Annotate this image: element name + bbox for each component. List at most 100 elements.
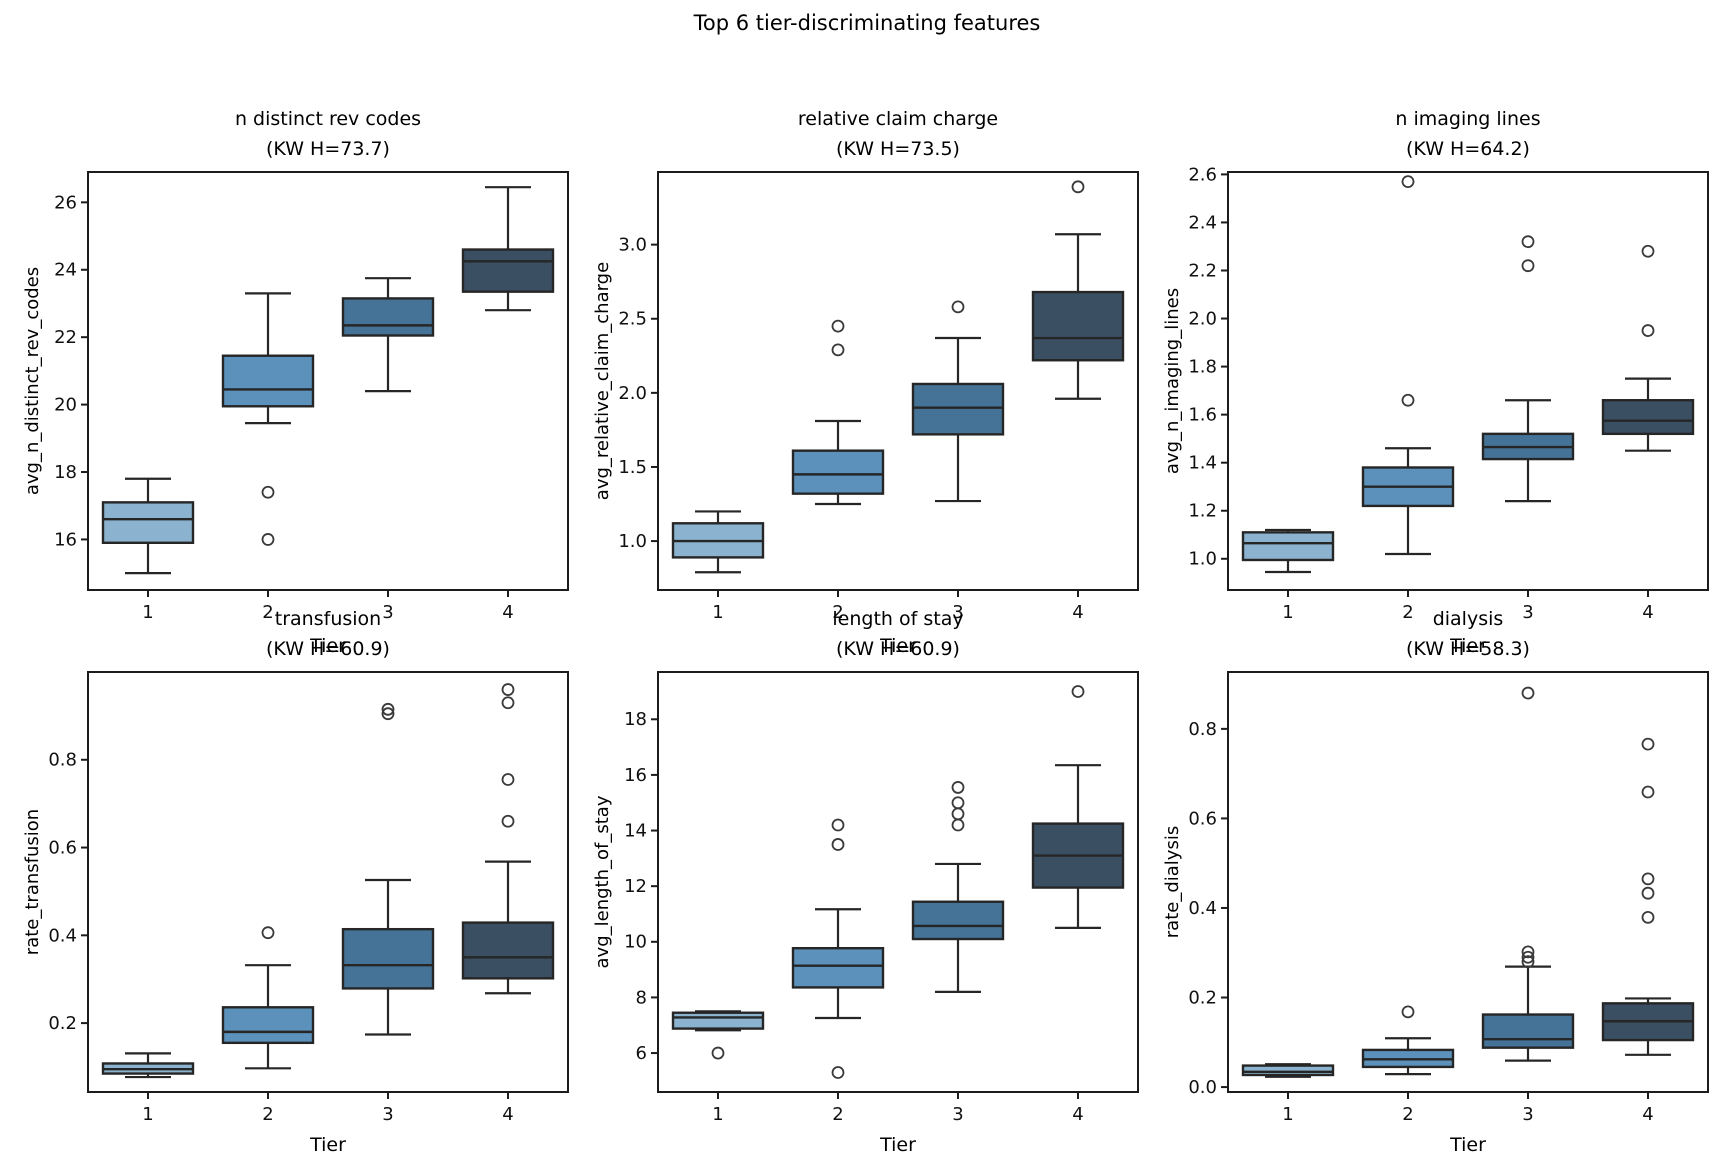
y-tick-label: 18 bbox=[624, 709, 647, 730]
subplot-title: n imaging lines (KW H=64.2) bbox=[1228, 104, 1708, 164]
x-tick-label: 3 bbox=[382, 602, 393, 623]
box-tier-4 bbox=[1601, 399, 1695, 436]
y-tick-label: 3.0 bbox=[618, 235, 647, 256]
x-tick-label: 1 bbox=[1282, 602, 1293, 623]
subplot-title-line1: transfusion bbox=[274, 608, 382, 630]
x-tick-label: 4 bbox=[1642, 602, 1653, 623]
x-tick-label: 3 bbox=[1522, 602, 1533, 623]
x-axis-label: Tier bbox=[310, 635, 346, 657]
y-tick-label: 16 bbox=[54, 529, 77, 550]
y-tick-label: 22 bbox=[54, 327, 77, 348]
flier-outlier bbox=[951, 796, 965, 810]
flier-outlier bbox=[1401, 1005, 1415, 1019]
axes-transfusion: 0.2 0.4 0.6 0.8 1 2 3 4 bbox=[48, 671, 569, 1125]
y-tick-label: 0.6 bbox=[48, 837, 77, 858]
subplot-title-kw: (KW H=60.9) bbox=[836, 638, 960, 660]
x-tick-label: 2 bbox=[1402, 602, 1413, 623]
subplot-title-line1: relative claim charge bbox=[797, 108, 999, 130]
axes-frame bbox=[1227, 171, 1709, 591]
subplot-title-kw: (KW H=73.7) bbox=[266, 138, 390, 160]
x-tick-label: 2 bbox=[262, 1104, 273, 1125]
flier-outlier bbox=[1641, 244, 1655, 258]
flier-outlier bbox=[381, 702, 395, 716]
flier-outlier bbox=[1641, 886, 1655, 900]
x-tick-label: 4 bbox=[1072, 602, 1083, 623]
y-tick-label: 0.2 bbox=[48, 1013, 77, 1034]
y-tick-label: 2.5 bbox=[618, 309, 647, 330]
y-tick-label: 6 bbox=[636, 1043, 647, 1064]
y-tick-label: 20 bbox=[54, 395, 77, 416]
y-tick-label: 1.2 bbox=[1188, 501, 1217, 522]
box-tier-3 bbox=[341, 297, 435, 337]
box-tier-2 bbox=[791, 946, 885, 989]
flier-outlier bbox=[1071, 180, 1085, 194]
flier-outlier bbox=[831, 343, 845, 357]
x-axis-label: Tier bbox=[880, 635, 916, 657]
flier-outlier bbox=[831, 818, 845, 832]
y-tick-label: 0.6 bbox=[1188, 808, 1217, 829]
flier-outlier bbox=[831, 838, 845, 851]
box-tier-3 bbox=[911, 382, 1005, 436]
subplot-title-kw: (KW H=64.2) bbox=[1406, 138, 1530, 160]
axes-frame bbox=[657, 171, 1139, 591]
flier-outlier bbox=[951, 781, 965, 794]
flier-outlier bbox=[1521, 259, 1535, 273]
axes-dialysis: 0.0 0.2 0.4 0.6 0.8 1 2 3 4 bbox=[1188, 671, 1709, 1125]
x-axis-label: Tier bbox=[880, 1134, 916, 1156]
subplot-title-line1: n imaging lines bbox=[1395, 108, 1541, 130]
flier-outlier bbox=[501, 773, 515, 786]
box-tier-1 bbox=[1241, 1064, 1335, 1077]
box-tier-3 bbox=[1481, 1013, 1575, 1049]
box-tier-1 bbox=[1241, 531, 1335, 562]
subplot-title: transfusion (KW H=60.9) bbox=[88, 604, 568, 664]
flier-outlier bbox=[1521, 235, 1535, 249]
x-tick-label: 4 bbox=[1072, 1104, 1083, 1125]
y-tick-label: 2.0 bbox=[618, 383, 647, 404]
x-tick-label: 2 bbox=[262, 602, 273, 623]
axes-n-imaging-lines: 1.0 1.2 1.4 1.6 1.8 2.0 2.2 2.4 2.6 1 2 3 4 bbox=[1188, 164, 1709, 623]
x-tick-label: 3 bbox=[382, 1104, 393, 1125]
flier-outlier bbox=[1521, 950, 1535, 964]
flier-outlier bbox=[501, 696, 515, 710]
y-tick-label: 18 bbox=[54, 462, 77, 483]
y-tick-label: 2.4 bbox=[1188, 212, 1217, 233]
x-tick-label: 4 bbox=[502, 1104, 513, 1125]
flier-outlier bbox=[261, 485, 275, 499]
x-tick-label: 2 bbox=[832, 1104, 843, 1125]
y-tick-label: 2.0 bbox=[1188, 308, 1217, 329]
x-tick-label: 2 bbox=[832, 602, 843, 623]
box-tier-1 bbox=[101, 501, 195, 545]
y-tick-label: 2.2 bbox=[1188, 260, 1217, 281]
subplot-title-kw: (KW H=73.5) bbox=[836, 138, 960, 160]
y-tick-label: 8 bbox=[636, 987, 647, 1008]
x-tick-label: 4 bbox=[1642, 1104, 1653, 1125]
flier-outlier bbox=[1641, 872, 1655, 886]
subplot-title: n distinct rev codes (KW H=73.7) bbox=[88, 104, 568, 164]
axes-relative-claim-charge: 1.0 1.5 2.0 2.5 3.0 1 2 3 4 bbox=[618, 171, 1139, 623]
flier-outlier bbox=[261, 533, 275, 546]
subplot-title: length of stay (KW H=60.9) bbox=[658, 604, 1138, 664]
flier-outlier bbox=[501, 814, 515, 828]
y-tick-label: 24 bbox=[54, 260, 77, 281]
figure-title: Top 6 tier-discriminating features bbox=[693, 11, 1041, 35]
y-tick-label: 2.6 bbox=[1188, 164, 1217, 185]
y-tick-label: 26 bbox=[54, 192, 77, 213]
y-tick-label: 0.8 bbox=[48, 750, 77, 771]
flier-outlier bbox=[1071, 685, 1085, 698]
y-tick-label: 1.4 bbox=[1188, 453, 1217, 474]
x-axis-label: Tier bbox=[1450, 1134, 1486, 1156]
flier-outlier bbox=[951, 300, 965, 314]
flier-outlier bbox=[1641, 910, 1655, 924]
flier-outlier bbox=[381, 707, 395, 721]
axes-frame bbox=[87, 671, 569, 1093]
y-tick-label: 1.8 bbox=[1188, 357, 1217, 378]
x-tick-label: 3 bbox=[952, 1104, 963, 1125]
flier-outlier bbox=[1641, 737, 1655, 751]
flier-outlier bbox=[1401, 393, 1415, 407]
box-tier-2 bbox=[791, 449, 885, 495]
y-tick-label: 12 bbox=[624, 876, 647, 897]
flier-outlier bbox=[711, 1046, 725, 1060]
y-tick-label: 1.0 bbox=[618, 531, 647, 552]
